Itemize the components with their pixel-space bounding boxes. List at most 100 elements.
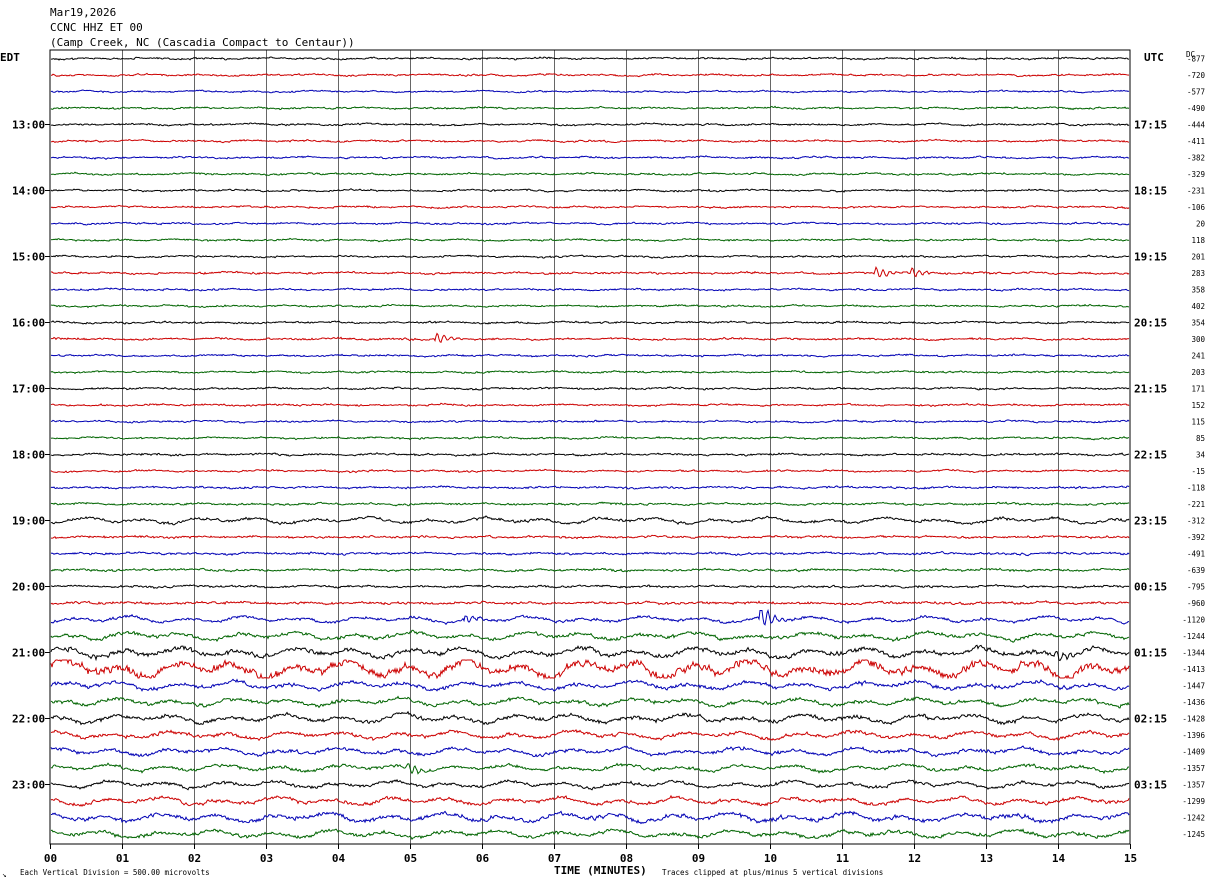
right-time-label: 03:15 [1134, 779, 1167, 792]
trace-line [50, 266, 1130, 278]
dc-value: -639 [1187, 566, 1205, 575]
trace-line [50, 452, 1130, 457]
dc-value: 20 [1196, 220, 1206, 229]
x-tick-label: 04 [332, 852, 346, 865]
dc-value: -491 [1187, 550, 1205, 559]
dc-value: -1413 [1182, 665, 1205, 674]
dc-value: 354 [1191, 319, 1205, 328]
left-time-labels: 13:00 14:00 15:00 16:00 17:00 18:00 19:00 20:00… [12, 119, 50, 792]
plot-frame [49, 49, 1131, 845]
right-axis-title: UTC [1144, 51, 1164, 64]
dc-value: 283 [1191, 269, 1205, 278]
trace-line [50, 600, 1130, 606]
header-station: CCNC HHZ ET 00 [50, 21, 143, 34]
dc-value: -1396 [1182, 731, 1205, 740]
dc-value: -392 [1187, 533, 1205, 542]
x-axis-label: TIME (MINUTES) [554, 864, 647, 877]
trace-line [50, 171, 1130, 177]
trace-line [50, 89, 1130, 94]
left-time-label: 23:00 [12, 779, 45, 792]
right-time-label: 22:15 [1134, 449, 1167, 462]
left-time-label: 21:00 [12, 647, 45, 660]
dc-value: -1357 [1182, 781, 1205, 790]
x-tick-label: 11 [836, 852, 850, 865]
right-time-label: 01:15 [1134, 647, 1167, 660]
dc-value: -444 [1187, 121, 1206, 130]
x-tick-label: 01 [116, 852, 130, 865]
dc-value: -382 [1187, 154, 1205, 163]
dc-value: 152 [1191, 401, 1205, 410]
left-time-label: 19:00 [12, 515, 45, 528]
x-tick-label: 07 [548, 852, 561, 865]
trace-line [50, 485, 1130, 490]
x-tick-label: 06 [476, 852, 490, 865]
left-time-label: 16:00 [12, 317, 45, 330]
trace-line [50, 105, 1130, 111]
trace-line [50, 188, 1130, 193]
trace-line [50, 501, 1130, 507]
dc-value: -118 [1187, 484, 1206, 493]
trace-line [50, 72, 1130, 78]
trace-line [50, 710, 1130, 726]
x-tick-label: 08 [620, 852, 633, 865]
x-tick-label: 09 [692, 852, 705, 865]
x-axis-ticks: 00 01 02 03 04 05 06 07 08 09 10 11 12 13 14 15 [44, 844, 1137, 865]
trace-line [50, 155, 1130, 160]
dc-value: -1299 [1182, 797, 1205, 806]
dc-value: 115 [1191, 418, 1205, 427]
trace-line [50, 332, 1130, 343]
right-time-label: 23:15 [1134, 515, 1167, 528]
clip-note: Traces clipped at plus/minus 5 vertical … [662, 868, 883, 877]
dc-value: -231 [1187, 187, 1205, 196]
trace-line [50, 386, 1130, 391]
trace-line [50, 658, 1130, 680]
trace-line [50, 468, 1130, 474]
right-time-label: 00:15 [1134, 581, 1167, 594]
dc-value: 201 [1191, 253, 1205, 262]
dc-value: 85 [1196, 434, 1205, 443]
right-time-label: 18:15 [1134, 185, 1167, 198]
right-time-label: 02:15 [1134, 713, 1167, 726]
dc-value: 34 [1196, 451, 1206, 460]
x-tick-label: 05 [404, 852, 417, 865]
dc-value: -312 [1187, 517, 1205, 526]
left-time-label: 17:00 [12, 383, 45, 396]
dc-value: -960 [1187, 599, 1206, 608]
dc-value: 171 [1191, 385, 1205, 394]
left-time-label: 15:00 [12, 251, 45, 264]
trace-line [50, 644, 1130, 662]
trace-line [50, 534, 1130, 540]
trace-line [50, 728, 1130, 742]
trace-line [50, 320, 1130, 325]
dc-value: -106 [1187, 203, 1206, 212]
x-tick-label: 14 [1052, 852, 1066, 865]
trace-line [50, 828, 1130, 841]
dc-value: -1242 [1182, 814, 1205, 823]
trace-line [50, 353, 1130, 358]
trace-line [50, 778, 1130, 791]
dc-value: -1344 [1182, 649, 1205, 658]
dc-value: 402 [1191, 302, 1205, 311]
dc-value: 118 [1191, 236, 1205, 245]
left-time-label: 14:00 [12, 185, 45, 198]
left-time-label: 18:00 [12, 449, 45, 462]
header: Mar19,2026 CCNC HHZ ET 00 (Camp Creek, N… [50, 6, 355, 49]
right-time-label: 21:15 [1134, 383, 1167, 396]
right-time-label: 20:15 [1134, 317, 1167, 330]
x-tick-label: 02 [188, 852, 201, 865]
x-tick-label: 03 [260, 852, 273, 865]
trace-line [50, 745, 1130, 758]
trace-line [50, 678, 1130, 692]
trace-line [50, 629, 1130, 643]
left-axis-title: EDT [0, 51, 20, 64]
trace-group [50, 56, 1130, 841]
dc-value: -1245 [1182, 830, 1205, 839]
dc-value: -1244 [1182, 632, 1205, 641]
footer: ↘ Each Vertical Division = 500.00 microv… [2, 864, 883, 879]
dc-value: 300 [1191, 335, 1205, 344]
dc-value: -1428 [1182, 715, 1205, 724]
trace-line [50, 122, 1130, 127]
trace-line [50, 221, 1130, 226]
dc-value: -877 [1187, 55, 1205, 64]
